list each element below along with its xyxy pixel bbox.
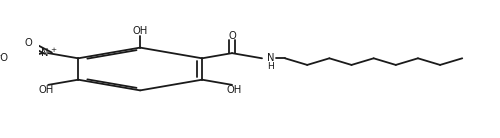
- Text: O: O: [228, 31, 236, 41]
- Text: OH: OH: [132, 26, 148, 36]
- Text: ⁻O: ⁻O: [0, 53, 8, 63]
- Text: OH: OH: [38, 85, 54, 95]
- Text: N: N: [266, 53, 274, 63]
- Text: OH: OH: [226, 85, 242, 95]
- Text: O: O: [24, 38, 32, 48]
- Text: H: H: [267, 62, 274, 71]
- Text: +: +: [50, 47, 56, 53]
- Text: N: N: [41, 48, 48, 58]
